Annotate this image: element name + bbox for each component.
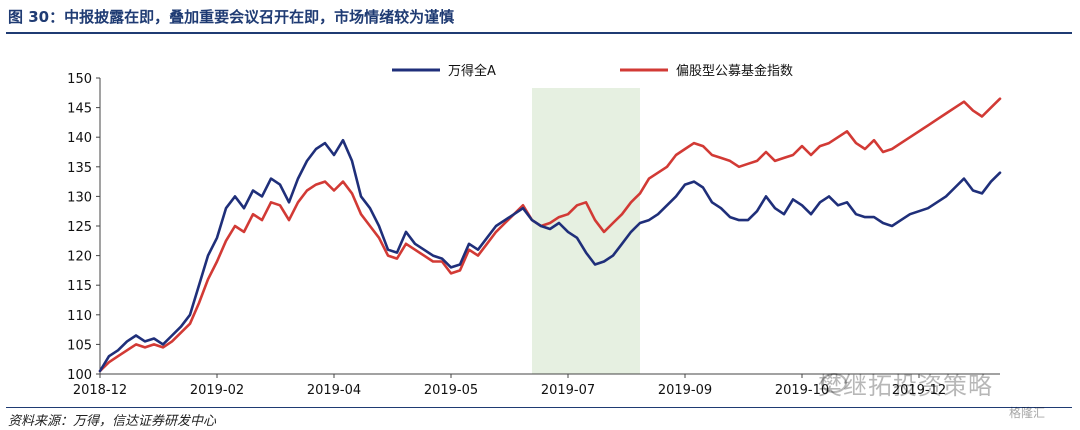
source-note: 资料来源：万得，信达证券研发中心 <box>8 414 217 429</box>
legend-label-2: 偏股型公募基金指数 <box>676 63 793 79</box>
y-tick-label: 115 <box>67 279 92 294</box>
highlight-band <box>532 88 640 374</box>
x-tick-label: 2018-12 <box>73 383 127 398</box>
bottom-rule <box>6 407 1072 408</box>
y-tick-label: 125 <box>67 220 92 235</box>
x-tick-label: 2019-09 <box>658 383 712 398</box>
y-tick-label: 135 <box>67 161 92 176</box>
series-line-2 <box>98 97 1002 373</box>
y-tick-label: 150 <box>67 72 92 87</box>
y-tick-label: 140 <box>67 131 92 146</box>
x-tick-label: 2019-04 <box>307 383 361 398</box>
wechat-icon <box>821 373 847 393</box>
x-tick-label: 2019-10 <box>775 383 829 398</box>
series-line-1 <box>98 138 1002 373</box>
y-tick-label: 100 <box>67 368 92 383</box>
x-tick-label: 2019-12 <box>892 383 946 398</box>
x-tick-label: 2019-07 <box>541 383 595 398</box>
y-tick-label: 120 <box>67 250 92 265</box>
x-tick-label: 2019-02 <box>190 383 244 398</box>
y-tick-label: 145 <box>67 102 92 117</box>
title-rule <box>6 32 1072 34</box>
x-tick-label: 2019-05 <box>424 383 478 398</box>
legend-label-1: 万得全A <box>448 63 496 79</box>
figure-title: 图 30：中报披露在即，叠加重要会议召开在即，市场情绪较为谨慎 <box>8 8 455 26</box>
watermark-badge: 格隆汇 <box>1009 406 1046 420</box>
watermark-text: 樊继拓投资策略 <box>818 372 993 400</box>
y-tick-label: 130 <box>67 190 92 205</box>
y-tick-label: 105 <box>67 338 92 353</box>
y-tick-label: 110 <box>67 309 92 324</box>
